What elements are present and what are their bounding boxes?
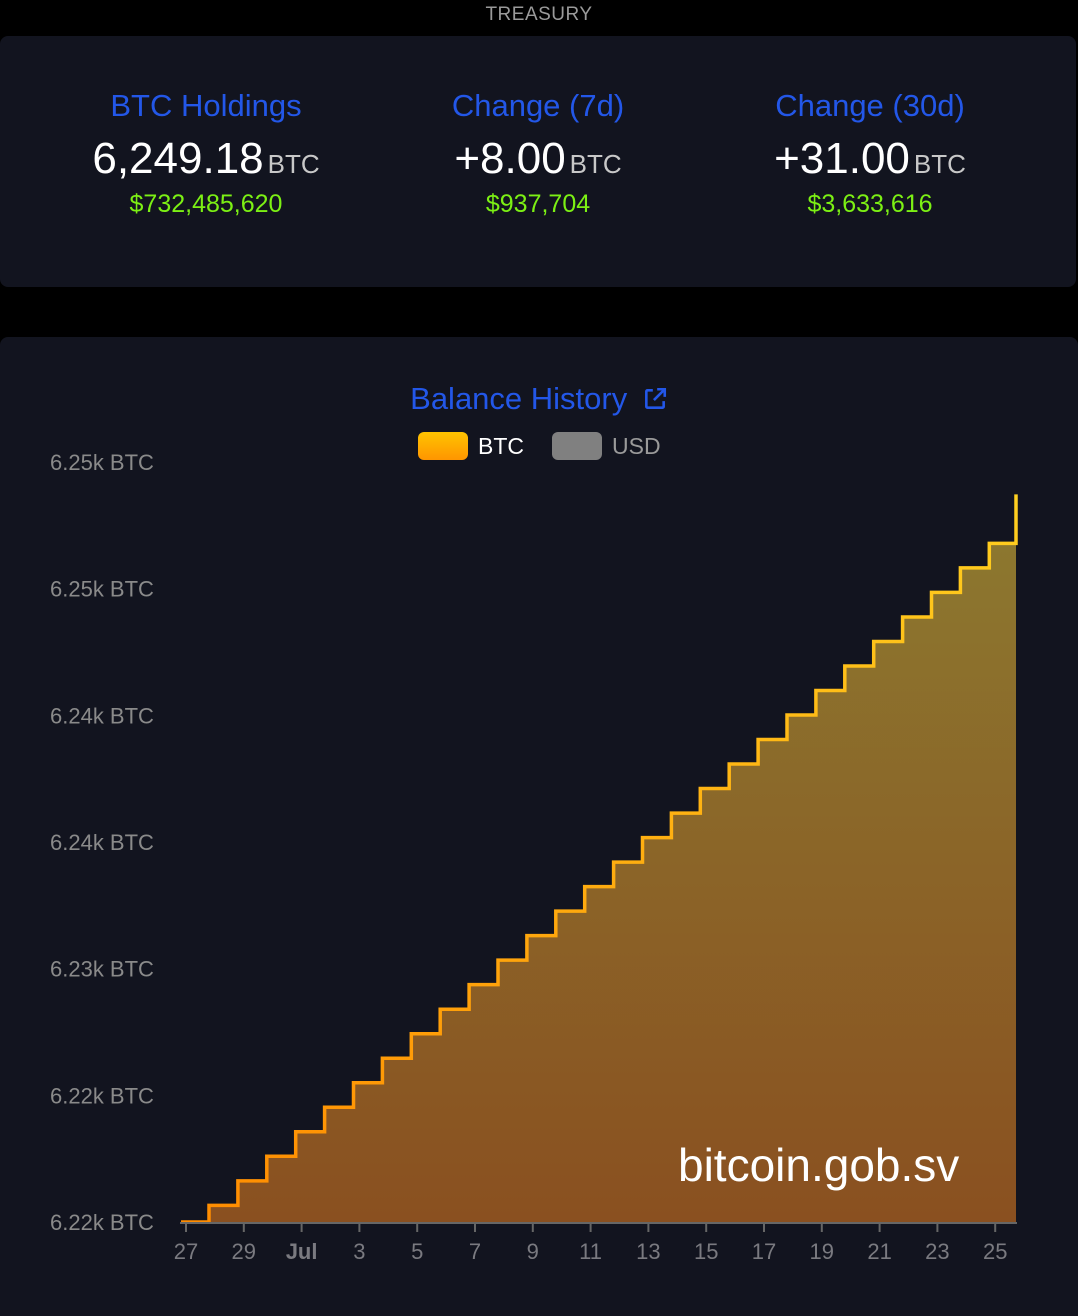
chart-title-link[interactable]: Balance History [0, 381, 1078, 417]
page-title: TREASURY [485, 4, 593, 25]
x-tick-label: Jul [286, 1239, 318, 1264]
stat-unit: BTC [267, 149, 320, 179]
x-tick-label: 17 [752, 1239, 776, 1264]
stat-change-30d: Change (30d) +31.00 BTC $3,633,616 [700, 88, 1040, 219]
x-tick-label: 11 [579, 1239, 602, 1264]
stat-change-7d: Change (7d) +8.00 BTC $937,704 [368, 88, 708, 219]
x-tick-label: 25 [983, 1239, 1007, 1264]
x-tick-label: 21 [867, 1239, 891, 1264]
y-tick-label: 6.22k BTC [50, 1083, 154, 1108]
stat-unit: BTC [569, 149, 622, 179]
x-tick-label: 7 [469, 1239, 481, 1264]
legend-swatch-btc[interactable] [418, 432, 468, 460]
legend: BTC USD [418, 432, 661, 460]
x-tick-label: 27 [174, 1239, 198, 1264]
stat-title: BTC Holdings [110, 88, 302, 123]
x-tick-label: 13 [636, 1239, 660, 1264]
legend-label-btc[interactable]: BTC [478, 432, 524, 459]
watermark: bitcoin.gob.sv [678, 1139, 960, 1191]
x-tick-label: 15 [694, 1239, 718, 1264]
y-tick-label: 6.24k BTC [50, 703, 154, 728]
y-tick-label: 6.25k BTC [50, 450, 154, 475]
stat-value: +8.00 BTC [368, 134, 708, 184]
y-tick-label: 6.24k BTC [50, 830, 154, 855]
y-tick-label: 6.22k BTC [50, 1210, 154, 1235]
x-tick-label: 29 [232, 1239, 256, 1264]
external-link-icon [644, 387, 666, 409]
chart-title: Balance History [410, 381, 628, 416]
stat-usd: $937,704 [485, 190, 591, 218]
y-tick-label: 6.25k BTC [50, 577, 154, 602]
x-tick-label: 3 [353, 1239, 365, 1264]
stat-btc-holdings: BTC Holdings 6,249.18 BTC $732,485,620 [36, 88, 376, 219]
stats-panel: BTC Holdings 6,249.18 BTC $732,485,620 Ch… [0, 36, 1076, 287]
stat-title: Change (30d) [775, 88, 965, 123]
stat-unit: BTC [913, 149, 966, 179]
stat-number: 6,249.18 [92, 134, 264, 183]
y-tick-label: 6.23k BTC [50, 957, 154, 982]
x-tick-label: 23 [925, 1239, 949, 1264]
stat-number: +31.00 [774, 134, 910, 183]
legend-label-usd[interactable]: USD [612, 432, 661, 459]
stat-usd: $3,633,616 [807, 190, 933, 218]
x-tick-label: 9 [527, 1239, 539, 1264]
x-tick-label: 5 [411, 1239, 423, 1264]
btc-line [181, 494, 1018, 1224]
stat-number: +8.00 [454, 134, 566, 183]
btc-area [181, 494, 1016, 1222]
stat-value: +31.00 BTC [700, 134, 1040, 184]
stat-value: 6,249.18 BTC [36, 134, 376, 184]
stat-title: Change (7d) [451, 88, 625, 123]
stat-usd: $732,485,620 [129, 190, 283, 218]
x-tick-label: 19 [810, 1239, 834, 1264]
legend-swatch-usd[interactable] [552, 432, 602, 460]
